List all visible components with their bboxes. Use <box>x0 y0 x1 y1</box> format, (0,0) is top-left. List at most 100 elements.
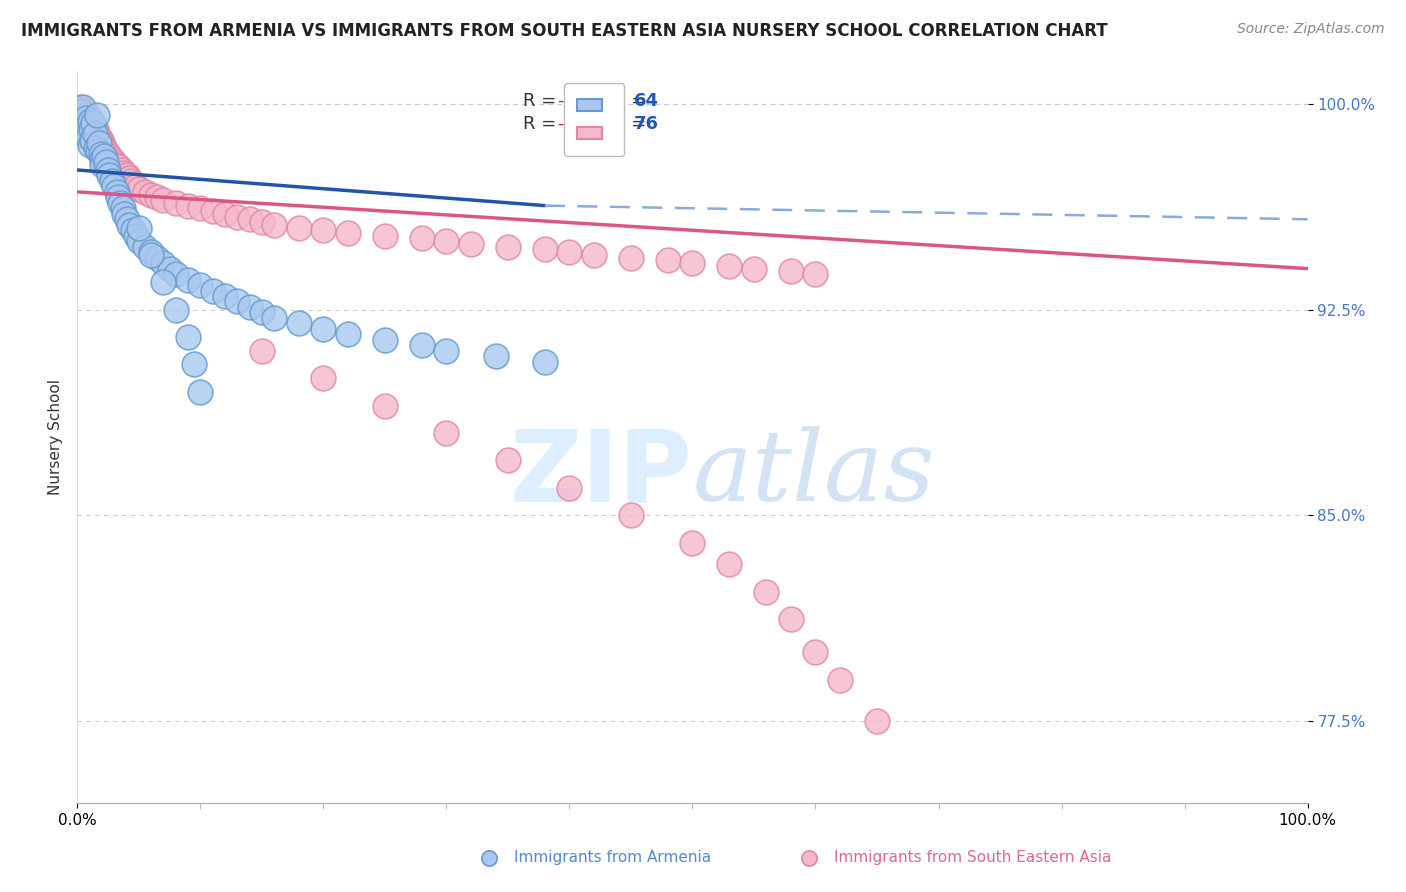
Point <box>97 146 120 161</box>
Text: atlas: atlas <box>693 426 935 521</box>
Point <box>94 154 117 169</box>
Point <box>558 245 581 260</box>
Point <box>374 399 396 413</box>
Point <box>79 113 101 128</box>
Point <box>125 228 148 243</box>
Point <box>82 119 104 133</box>
Point <box>121 174 143 188</box>
Point <box>226 294 249 309</box>
Point <box>214 207 236 221</box>
Point <box>125 179 148 194</box>
Point <box>97 163 120 178</box>
Point <box>86 108 108 122</box>
Point <box>84 141 107 155</box>
Point <box>830 673 852 687</box>
Point <box>118 171 141 186</box>
Point <box>90 157 114 171</box>
Point <box>534 243 557 257</box>
Point <box>742 261 765 276</box>
Point <box>141 248 163 262</box>
Point <box>72 125 94 139</box>
Point <box>312 371 335 385</box>
Point <box>77 130 100 145</box>
Point <box>250 215 273 229</box>
Text: 76: 76 <box>634 115 658 133</box>
Point <box>780 612 803 626</box>
Point <box>263 218 285 232</box>
Point <box>152 275 174 289</box>
Point <box>87 144 110 158</box>
Point <box>90 133 112 147</box>
Point <box>84 121 107 136</box>
Point <box>780 264 803 278</box>
Text: Immigrants from Armenia: Immigrants from Armenia <box>515 850 711 865</box>
Point <box>534 355 557 369</box>
Point <box>103 179 125 194</box>
Point <box>79 138 101 153</box>
Point <box>165 267 187 281</box>
Point <box>718 259 741 273</box>
Text: ZIP: ZIP <box>509 425 693 522</box>
Point <box>111 202 134 216</box>
Point <box>70 105 93 120</box>
Point <box>288 317 311 331</box>
Point <box>82 133 104 147</box>
Point <box>115 212 138 227</box>
Point <box>111 163 132 178</box>
Point <box>76 108 98 122</box>
Point <box>107 190 129 204</box>
Point <box>411 231 433 245</box>
Point <box>411 338 433 352</box>
Point <box>90 146 112 161</box>
Point <box>118 218 141 232</box>
Point <box>112 166 135 180</box>
Point <box>86 128 108 142</box>
Point <box>583 248 606 262</box>
Point <box>89 130 111 145</box>
Point <box>496 240 519 254</box>
Text: -0.115: -0.115 <box>557 92 614 110</box>
Point <box>188 278 212 293</box>
Point <box>82 116 104 130</box>
Point <box>657 253 679 268</box>
Point <box>755 585 778 599</box>
Text: 64: 64 <box>634 92 658 110</box>
Point <box>90 152 114 166</box>
Point <box>128 220 150 235</box>
Point <box>866 714 889 728</box>
Point <box>122 177 145 191</box>
Point <box>177 272 200 286</box>
Point <box>98 149 121 163</box>
Point <box>72 100 94 114</box>
Point <box>337 226 360 240</box>
Point <box>460 236 482 251</box>
Point <box>201 284 224 298</box>
Y-axis label: Nursery School: Nursery School <box>48 379 63 495</box>
Point <box>496 453 519 467</box>
Point <box>226 210 249 224</box>
Point <box>682 256 704 270</box>
Point <box>146 251 169 265</box>
Point <box>105 185 128 199</box>
Point <box>101 174 124 188</box>
Point <box>312 223 335 237</box>
Text: -0.107: -0.107 <box>557 115 614 133</box>
Legend: , : , <box>564 83 624 156</box>
Point <box>121 223 143 237</box>
Point <box>73 105 96 120</box>
Point <box>98 169 121 183</box>
Point <box>214 289 236 303</box>
Point <box>141 245 163 260</box>
Point <box>201 204 224 219</box>
Point <box>128 182 150 196</box>
Point <box>239 300 262 314</box>
Point <box>108 160 131 174</box>
Point <box>263 310 285 325</box>
Point <box>188 384 212 399</box>
Point <box>93 149 115 163</box>
Point <box>82 116 104 130</box>
Text: IMMIGRANTS FROM ARMENIA VS IMMIGRANTS FROM SOUTH EASTERN ASIA NURSERY SCHOOL COR: IMMIGRANTS FROM ARMENIA VS IMMIGRANTS FR… <box>21 22 1108 40</box>
Point <box>141 187 163 202</box>
Point <box>83 128 105 142</box>
Point <box>183 358 205 372</box>
